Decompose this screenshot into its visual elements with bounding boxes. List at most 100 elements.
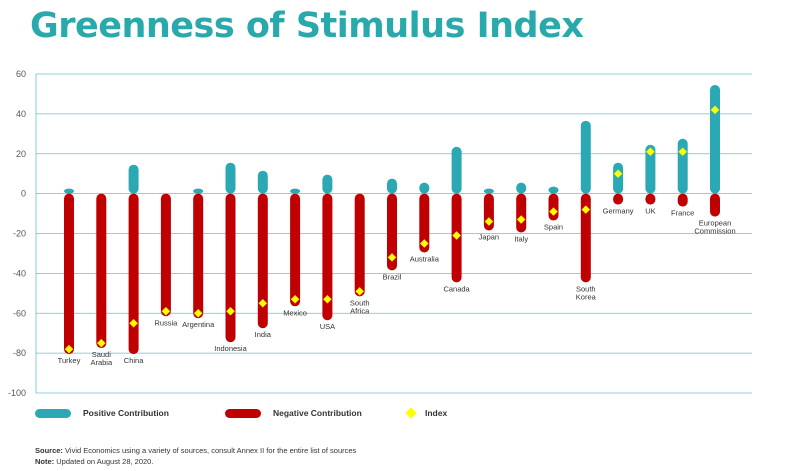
bar-positive <box>613 162 624 194</box>
bar-positive <box>387 178 397 194</box>
bar-positive <box>322 174 333 194</box>
legend-negative: Negative Contribution <box>225 408 362 418</box>
bar-negative <box>64 193 74 355</box>
category-label: South Korea <box>576 284 597 301</box>
legend-negative-label: Negative Contribution <box>273 408 362 418</box>
bar-negative <box>645 193 656 205</box>
y-tick-label: 0 <box>21 189 26 199</box>
category-label: USA <box>320 322 335 331</box>
category-label: Russia <box>154 318 178 327</box>
bar-negative <box>160 193 171 317</box>
note-line: Note: Updated on August 28, 2020. <box>35 456 356 467</box>
index-point <box>193 309 203 318</box>
bar-positive <box>193 188 204 194</box>
legend-index: Index <box>405 407 448 419</box>
bar-negative <box>225 193 236 343</box>
bar-positive <box>483 188 494 194</box>
index-point <box>323 295 332 304</box>
bar-positive <box>451 146 462 194</box>
category-label: Italy <box>514 235 528 244</box>
category-label: Indonesia <box>214 344 247 353</box>
category-label: Mexico <box>283 308 307 317</box>
bar-positive <box>548 186 559 194</box>
bar-positive <box>225 162 236 194</box>
gridlines <box>35 73 752 394</box>
footnotes: Source: Vivid Economics using a variety … <box>35 445 356 467</box>
bars-layer <box>64 84 720 355</box>
y-tick-label: -80 <box>13 348 26 358</box>
legend-negative-swatch <box>225 408 261 418</box>
bar-positive <box>580 120 591 194</box>
bar-negative <box>257 193 268 329</box>
y-tick-label: 60 <box>16 69 26 79</box>
bar-negative <box>419 193 430 253</box>
category-label: Spain <box>544 223 563 232</box>
bar-positive <box>257 170 268 194</box>
category-label: South Africa <box>350 298 370 315</box>
bar-positive <box>516 182 527 194</box>
legend-index-marker <box>405 407 417 419</box>
index-point <box>355 287 364 296</box>
bar-negative <box>128 193 139 355</box>
legend-index-label: Index <box>425 408 448 418</box>
bar-negative <box>290 193 301 307</box>
index-point <box>258 299 268 308</box>
bar-negative <box>354 193 365 297</box>
y-tick-label: -40 <box>13 268 26 278</box>
legend: Positive Contribution Negative Contribut… <box>35 407 555 424</box>
category-label: Germany <box>603 207 634 216</box>
bar-negative <box>516 193 527 233</box>
bar-negative <box>677 193 688 207</box>
source-line: Source: Vivid Economics using a variety … <box>35 445 356 456</box>
legend-positive: Positive Contribution <box>35 408 169 418</box>
category-label: India <box>255 330 272 339</box>
bar-positive <box>645 144 656 194</box>
note-text: Updated on August 28, 2020. <box>56 457 154 466</box>
index-point <box>129 318 138 328</box>
bar-positive <box>419 182 430 194</box>
chart-title: Greenness of Stimulus Index <box>30 6 584 46</box>
bar-negative <box>613 193 624 205</box>
index-point <box>484 217 494 226</box>
legend-positive-label: Positive Contribution <box>83 408 169 418</box>
category-labels: Turkey Saudi Arabia China Russia Argentina Ind… <box>58 207 736 368</box>
bar-negative <box>193 193 204 319</box>
category-label: Australia <box>410 254 440 263</box>
index-point <box>161 307 171 316</box>
category-label: Saudi Arabia <box>90 350 113 367</box>
bar-positive <box>677 138 688 194</box>
y-tick-label: -60 <box>13 308 26 318</box>
bar-negative <box>580 193 591 283</box>
y-axis: 60 40 20 0 -20 -40 -60 -80 -100 <box>8 69 26 398</box>
index-point <box>64 344 74 354</box>
source-text: Vivid Economics using a variety of sourc… <box>65 446 357 455</box>
y-tick-label: -100 <box>8 388 26 398</box>
category-label: UK <box>645 207 655 216</box>
y-tick-label: 40 <box>16 109 26 119</box>
y-tick-label: -20 <box>13 229 26 239</box>
category-label: Canada <box>443 284 470 293</box>
note-label: Note: <box>35 457 55 466</box>
bar-positive <box>290 188 301 194</box>
index-point <box>290 295 300 304</box>
category-label: Turkey <box>58 356 81 365</box>
bar-positive <box>64 188 74 194</box>
index-point <box>452 231 461 240</box>
category-label: Japan <box>479 233 499 242</box>
bar-negative <box>322 193 333 321</box>
source-label: Source: <box>35 446 63 455</box>
index-point <box>97 338 106 348</box>
category-label: France <box>671 209 694 218</box>
bar-positive <box>710 84 720 194</box>
bar-negative <box>548 193 559 221</box>
bar-positive <box>128 164 139 194</box>
y-tick-label: 20 <box>16 149 26 159</box>
legend-positive-swatch <box>35 408 71 418</box>
index-point <box>226 307 235 316</box>
category-label: Brazil <box>383 272 402 281</box>
category-label: European Commission <box>694 219 735 236</box>
bar-negative <box>387 193 397 271</box>
index-point <box>420 239 429 248</box>
category-label: China <box>124 356 144 365</box>
